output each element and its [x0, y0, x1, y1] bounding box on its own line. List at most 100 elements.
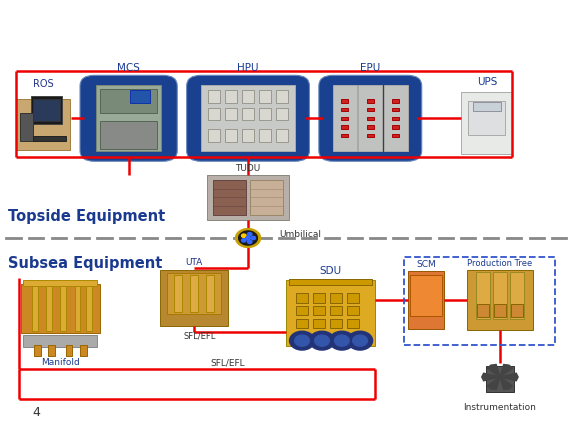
- Text: 4: 4: [32, 405, 40, 419]
- Bar: [46, 286, 52, 331]
- Bar: [80, 345, 87, 356]
- Bar: [296, 293, 308, 302]
- Polygon shape: [500, 377, 512, 390]
- Bar: [393, 125, 400, 129]
- Bar: [100, 121, 157, 149]
- Bar: [130, 91, 150, 103]
- Bar: [408, 271, 445, 329]
- Bar: [494, 304, 506, 317]
- Bar: [242, 108, 254, 121]
- Polygon shape: [487, 377, 500, 390]
- Bar: [367, 100, 374, 103]
- Bar: [493, 272, 507, 319]
- Bar: [32, 136, 66, 141]
- Bar: [476, 272, 490, 319]
- Bar: [276, 129, 288, 142]
- Polygon shape: [247, 233, 252, 236]
- Text: SCM: SCM: [416, 260, 436, 269]
- Bar: [330, 319, 343, 328]
- Bar: [100, 89, 157, 113]
- Bar: [207, 108, 220, 121]
- Bar: [23, 335, 97, 347]
- FancyBboxPatch shape: [186, 76, 310, 161]
- Polygon shape: [242, 239, 246, 242]
- Bar: [225, 91, 237, 103]
- Bar: [207, 129, 220, 142]
- FancyBboxPatch shape: [80, 76, 177, 161]
- Bar: [207, 175, 289, 220]
- Bar: [313, 306, 325, 315]
- Bar: [347, 293, 360, 302]
- Polygon shape: [487, 365, 500, 377]
- Bar: [242, 129, 254, 142]
- Polygon shape: [251, 236, 255, 240]
- Text: MCS: MCS: [117, 63, 140, 73]
- Circle shape: [348, 331, 373, 350]
- Text: Production Tree: Production Tree: [467, 259, 532, 268]
- Bar: [225, 129, 237, 142]
- Bar: [21, 284, 100, 333]
- Bar: [477, 304, 488, 317]
- Text: Umbilical: Umbilical: [279, 230, 321, 239]
- Text: SFL/EFL: SFL/EFL: [184, 331, 216, 340]
- Bar: [384, 85, 408, 151]
- Bar: [393, 108, 400, 112]
- Text: TUDU: TUDU: [235, 164, 260, 173]
- Bar: [461, 91, 512, 154]
- Bar: [259, 91, 271, 103]
- Bar: [259, 129, 271, 142]
- Bar: [367, 134, 374, 137]
- Bar: [341, 117, 348, 120]
- Bar: [276, 91, 288, 103]
- Bar: [347, 319, 360, 328]
- Text: UPS: UPS: [477, 77, 497, 87]
- Bar: [242, 91, 254, 103]
- Polygon shape: [500, 373, 518, 381]
- Polygon shape: [247, 240, 252, 244]
- Polygon shape: [242, 234, 246, 237]
- Bar: [330, 293, 343, 302]
- Bar: [174, 275, 182, 312]
- Polygon shape: [500, 365, 512, 377]
- Circle shape: [290, 331, 315, 350]
- Text: UTA: UTA: [185, 258, 203, 267]
- Bar: [296, 319, 308, 328]
- Circle shape: [329, 331, 355, 350]
- Bar: [393, 100, 400, 103]
- Bar: [347, 306, 360, 315]
- Text: SDU: SDU: [319, 266, 341, 276]
- Bar: [31, 96, 62, 124]
- Bar: [341, 125, 348, 129]
- Bar: [207, 91, 220, 103]
- Bar: [313, 319, 325, 328]
- Polygon shape: [235, 229, 260, 248]
- Bar: [259, 108, 271, 121]
- Bar: [20, 113, 32, 141]
- Bar: [341, 100, 348, 103]
- Text: Manifold: Manifold: [41, 358, 80, 367]
- FancyBboxPatch shape: [319, 76, 422, 161]
- Circle shape: [335, 335, 349, 346]
- Text: SFL/EFL: SFL/EFL: [211, 358, 246, 367]
- Bar: [86, 286, 92, 331]
- Bar: [32, 286, 38, 331]
- Bar: [341, 134, 348, 137]
- Polygon shape: [239, 231, 258, 245]
- Text: HPU: HPU: [237, 63, 259, 73]
- Text: Subsea Equipment: Subsea Equipment: [7, 256, 162, 271]
- Bar: [367, 125, 374, 129]
- Polygon shape: [246, 236, 250, 240]
- Bar: [276, 108, 288, 121]
- Circle shape: [295, 335, 310, 346]
- Text: EPU: EPU: [360, 63, 380, 73]
- Bar: [296, 306, 308, 315]
- Bar: [34, 345, 41, 356]
- Bar: [333, 85, 357, 151]
- Bar: [32, 99, 60, 121]
- Text: ROS: ROS: [33, 79, 54, 89]
- Bar: [160, 270, 228, 326]
- Text: Instrumentation: Instrumentation: [463, 403, 536, 412]
- Bar: [410, 275, 442, 316]
- Bar: [486, 366, 514, 392]
- Bar: [469, 101, 506, 136]
